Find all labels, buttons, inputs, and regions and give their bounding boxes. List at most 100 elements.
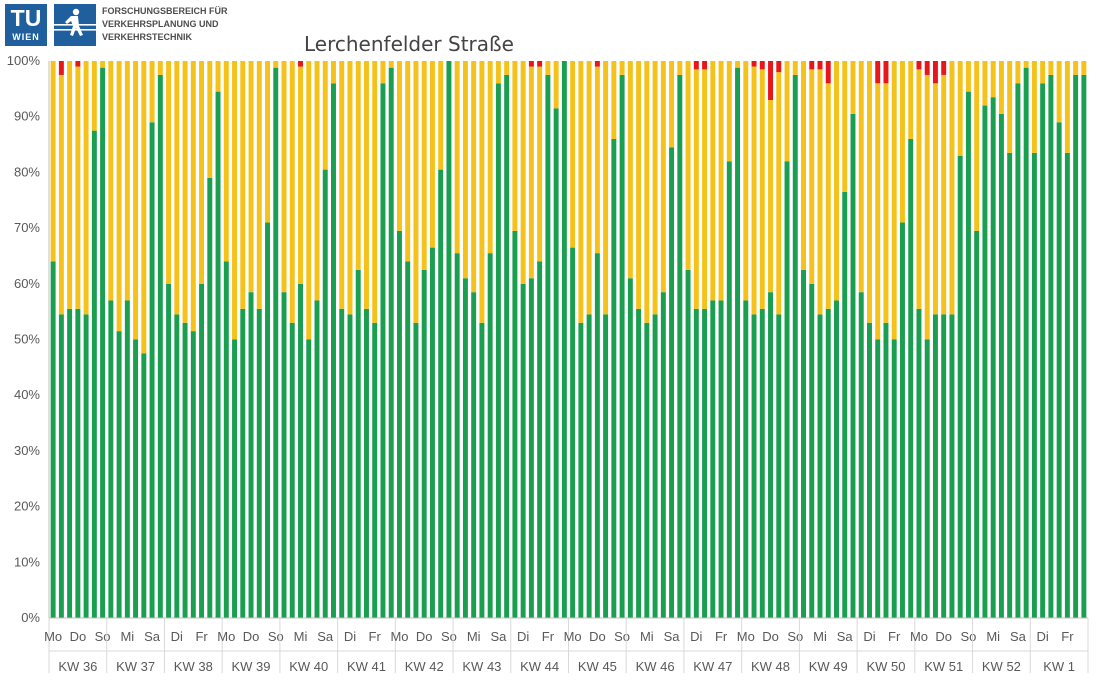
bar-yellow-106	[924, 74, 930, 340]
bar-yellow-68	[611, 61, 617, 139]
bar-green-6	[100, 67, 106, 619]
institute-line-2: VERKEHRSPLANUNG UND	[102, 19, 219, 29]
bar-green-56	[512, 230, 518, 618]
bar-green-65	[586, 314, 592, 618]
bar-yellow-83	[735, 61, 741, 68]
y-tick-label: 0%	[21, 610, 40, 625]
x-day-label: Do	[935, 629, 952, 644]
bar-green-82	[726, 161, 732, 618]
bar-yellow-21	[223, 61, 229, 262]
x-week-label: KW 47	[693, 659, 732, 674]
bar-yellow-114	[990, 61, 996, 98]
bar-green-105	[916, 308, 922, 618]
bar-green-99	[867, 322, 872, 618]
x-day-label: Sa	[144, 629, 161, 644]
bar-yellow-9	[124, 61, 130, 301]
x-day-label: Di	[171, 629, 183, 644]
bar-green-36	[347, 314, 353, 618]
bar-green-95	[834, 300, 839, 618]
y-tick-label: 100%	[7, 53, 41, 68]
bar-green-54	[495, 83, 501, 618]
bar-yellow-104	[908, 61, 914, 139]
bar-green-124	[1073, 74, 1079, 619]
x-week-label: KW 40	[289, 659, 328, 674]
bar-yellow-105	[916, 69, 922, 309]
bar-yellow-125	[1081, 61, 1087, 75]
bar-green-52	[479, 322, 485, 618]
bar-green-77	[685, 269, 691, 619]
x-day-label: Di	[863, 629, 875, 644]
bar-green-94	[825, 308, 831, 618]
y-tick-label: 40%	[14, 387, 40, 402]
bar-yellow-103	[899, 61, 905, 223]
bar-yellow-14	[166, 61, 172, 284]
bar-red-107	[932, 61, 938, 84]
bar-yellow-15	[174, 61, 180, 315]
bar-yellow-4	[83, 61, 89, 315]
bar-yellow-70	[627, 61, 633, 279]
bar-green-44	[413, 322, 419, 618]
x-day-label: Di	[517, 629, 529, 644]
bar-yellow-75	[669, 61, 675, 148]
bar-yellow-44	[413, 61, 419, 323]
x-day-label: Di	[1036, 629, 1048, 644]
bar-yellow-8	[116, 61, 122, 332]
bar-yellow-66	[594, 66, 600, 254]
bar-yellow-93	[817, 69, 823, 315]
bar-yellow-19	[207, 61, 213, 178]
bar-red-105	[916, 61, 922, 70]
bar-green-67	[603, 314, 609, 618]
bar-red-30	[298, 61, 303, 67]
bar-yellow-67	[603, 61, 609, 315]
bar-green-41	[388, 67, 394, 619]
bar-green-0	[50, 261, 56, 618]
bar-green-32	[314, 300, 320, 618]
bar-yellow-3	[75, 66, 81, 309]
bar-green-83	[735, 67, 741, 619]
bar-green-70	[627, 278, 633, 618]
x-day-label: Mo	[44, 629, 62, 644]
bar-yellow-2	[67, 61, 73, 309]
bar-green-125	[1081, 74, 1087, 619]
bar-green-85	[751, 314, 757, 618]
bar-green-116	[1007, 152, 1013, 618]
bar-green-26	[265, 222, 270, 618]
bar-green-28	[281, 292, 287, 618]
bar-green-64	[578, 322, 584, 618]
x-week-label: KW 46	[636, 659, 675, 674]
bar-yellow-49	[454, 61, 460, 254]
bar-green-87	[768, 292, 773, 618]
bar-yellow-34	[331, 61, 336, 84]
x-day-label: Do	[70, 629, 87, 644]
bar-yellow-122	[1056, 61, 1062, 123]
bar-yellow-10	[133, 61, 139, 340]
bar-green-58	[528, 278, 534, 618]
bar-green-19	[207, 177, 213, 618]
bar-green-43	[405, 261, 411, 618]
bar-yellow-120	[1040, 61, 1046, 84]
bar-green-24	[248, 292, 254, 618]
bar-green-118	[1023, 67, 1029, 619]
bar-red-92	[809, 61, 815, 70]
bar-yellow-31	[306, 61, 312, 340]
bar-yellow-101	[883, 83, 889, 323]
bar-yellow-69	[619, 61, 625, 75]
bar-yellow-116	[1007, 61, 1013, 153]
bar-red-106	[924, 61, 930, 75]
bar-red-108	[941, 61, 947, 75]
bar-yellow-54	[495, 61, 501, 84]
bar-green-61	[553, 108, 559, 618]
x-week-label: KW 51	[924, 659, 963, 674]
bar-green-71	[636, 308, 642, 618]
x-day-label: Mi	[986, 629, 1000, 644]
y-tick-label: 30%	[14, 443, 40, 458]
x-day-label: Di	[344, 629, 356, 644]
bar-green-84	[743, 300, 749, 618]
x-day-label: Sa	[490, 629, 507, 644]
bar-green-55	[504, 74, 510, 619]
bar-green-18	[199, 283, 205, 618]
bar-green-5	[91, 130, 97, 619]
bar-green-75	[669, 147, 675, 618]
bar-yellow-23	[240, 61, 246, 309]
bar-green-12	[149, 122, 155, 619]
